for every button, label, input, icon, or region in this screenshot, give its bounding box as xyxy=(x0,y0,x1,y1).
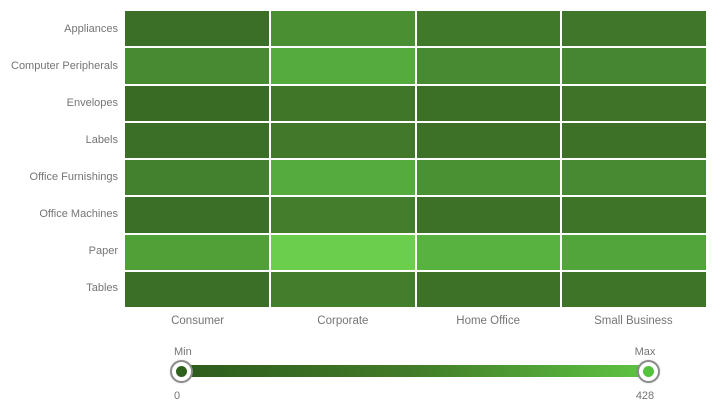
row-label-appliances: Appliances xyxy=(64,23,118,35)
legend-max-value: 428 xyxy=(635,390,655,402)
row-label-labels: Labels xyxy=(85,134,118,146)
heatmap-cell-labels-home-office[interactable] xyxy=(416,122,561,158)
column-label-small-business: Small Business xyxy=(594,315,673,327)
legend-max-handle[interactable] xyxy=(637,360,660,383)
column-label-home-office: Home Office xyxy=(456,315,520,327)
column-label-corporate: Corporate xyxy=(317,315,369,327)
heatmap-cell-office-machines-consumer[interactable] xyxy=(125,197,269,233)
y-axis-labels: Appliances Computer Peripherals Envelopes L… xyxy=(0,11,118,307)
heatmap-cell-office-machines-corporate[interactable] xyxy=(270,197,415,233)
heatmap-cell-tables-home-office[interactable] xyxy=(416,271,561,307)
heatmap-cell-computer-peripherals-small-business[interactable] xyxy=(562,48,706,84)
heatmap-cell-office-machines-small-business[interactable] xyxy=(562,197,706,233)
heatmap-cell-office-machines-home-office[interactable] xyxy=(416,197,561,233)
heatmap-cell-paper-corporate[interactable] xyxy=(270,234,415,270)
heatmap-cell-appliances-small-business[interactable] xyxy=(562,11,706,47)
heatmap-cell-office-furnishings-small-business[interactable] xyxy=(562,160,706,196)
row-label-office-machines: Office Machines xyxy=(39,208,118,220)
heatmap-cell-office-furnishings-home-office[interactable] xyxy=(416,160,561,196)
heatmap-cell-tables-small-business[interactable] xyxy=(562,271,706,307)
heatmap-cell-envelopes-consumer[interactable] xyxy=(125,85,269,121)
legend-min-value: 0 xyxy=(174,390,181,402)
heatmap-cell-computer-peripherals-corporate[interactable] xyxy=(270,48,415,84)
heatmap-cell-paper-home-office[interactable] xyxy=(416,234,561,270)
heatmap-cell-envelopes-small-business[interactable] xyxy=(562,85,706,121)
heatmap-cell-envelopes-corporate[interactable] xyxy=(270,85,415,121)
heatmap-cell-paper-consumer[interactable] xyxy=(125,234,269,270)
row-label-tables: Tables xyxy=(86,282,118,294)
heatmap-cell-appliances-home-office[interactable] xyxy=(416,11,561,47)
legend-max-label: Max xyxy=(634,346,656,358)
heatmap-cell-office-furnishings-consumer[interactable] xyxy=(125,160,269,196)
heatmap-cell-labels-small-business[interactable] xyxy=(562,122,706,158)
max-handle-dot xyxy=(643,366,654,377)
legend-gradient-track[interactable] xyxy=(182,365,649,377)
heatmap-cell-paper-small-business[interactable] xyxy=(562,234,706,270)
column-label-consumer: Consumer xyxy=(171,315,225,327)
heatmap-grid xyxy=(125,11,706,307)
heatmap-cell-computer-peripherals-consumer[interactable] xyxy=(125,48,269,84)
heatmap-cell-envelopes-home-office[interactable] xyxy=(416,85,561,121)
x-axis-labels: Consumer Corporate Home Office Small Busine… xyxy=(125,313,706,329)
legend-min-label: Min xyxy=(174,346,192,358)
heatmap-cell-computer-peripherals-home-office[interactable] xyxy=(416,48,561,84)
row-label-computer-peripherals: Computer Peripherals xyxy=(11,60,118,72)
legend-min-handle[interactable] xyxy=(170,360,193,383)
row-label-paper: Paper xyxy=(88,245,118,257)
heatmap-cell-appliances-corporate[interactable] xyxy=(270,11,415,47)
row-label-office-furnishings: Office Furnishings xyxy=(29,171,118,183)
row-label-envelopes: Envelopes xyxy=(66,97,118,109)
heatmap-cell-office-furnishings-corporate[interactable] xyxy=(270,160,415,196)
min-handle-dot xyxy=(176,366,187,377)
heatmap-cell-tables-consumer[interactable] xyxy=(125,271,269,307)
heatmap-cell-labels-consumer[interactable] xyxy=(125,122,269,158)
heatmap-cell-labels-corporate[interactable] xyxy=(270,122,415,158)
heatmap-cell-tables-corporate[interactable] xyxy=(270,271,415,307)
heatmap-cell-appliances-consumer[interactable] xyxy=(125,11,269,47)
